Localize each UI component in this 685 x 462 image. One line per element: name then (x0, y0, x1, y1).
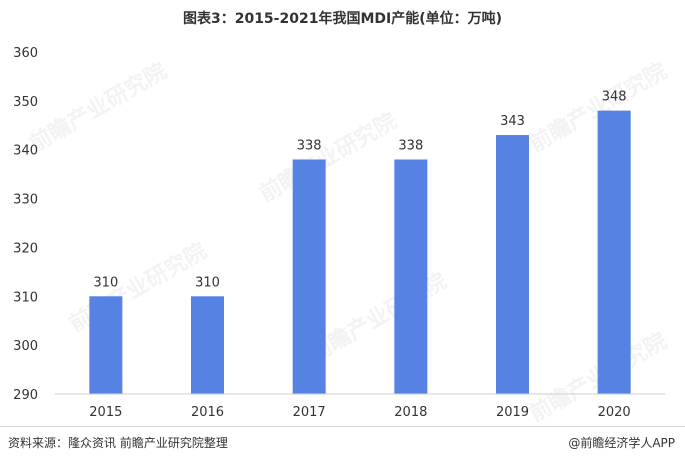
y-tick-label: 320 (13, 241, 38, 256)
bar-2020 (597, 110, 631, 394)
y-tick-label: 300 (13, 339, 38, 354)
bars: 310 310 338 338 343 348 (89, 90, 631, 395)
data-label-2017: 338 (297, 138, 322, 153)
data-label-2016: 310 (195, 275, 220, 290)
footer-divider (0, 426, 685, 427)
x-tick-label: 2015 (89, 405, 122, 420)
x-tick-label: 2020 (598, 405, 631, 420)
data-label-2018: 338 (398, 138, 423, 153)
data-label-2020: 348 (602, 90, 627, 105)
chart-title: 图表3：2015-2021年我国MDI产能(单位：万吨) (182, 11, 503, 27)
x-tick-label: 2016 (191, 405, 224, 420)
bar-2018 (394, 159, 428, 394)
bar-2015 (89, 296, 123, 394)
x-tick-label: 2017 (293, 405, 326, 420)
x-tick-label: 2018 (394, 405, 427, 420)
x-axis: 2015 2016 2017 2018 2019 2020 (55, 393, 665, 420)
bar-2017 (292, 159, 326, 394)
y-tick-label: 330 (13, 193, 38, 208)
bar-2019 (496, 135, 529, 395)
y-tick-label: 350 (13, 95, 38, 110)
x-tick-label: 2019 (496, 405, 529, 420)
bar-chart: 290 300 310 320 330 340 350 360 310 310 338 338 343… (13, 46, 665, 420)
brand-label: @前瞻经济学人APP (568, 436, 675, 450)
source-note: 资料来源：隆众资讯 前瞻产业研究院整理 (8, 436, 228, 450)
data-label-2015: 310 (93, 275, 118, 290)
y-tick-label: 360 (13, 46, 38, 61)
y-tick-label: 290 (13, 388, 38, 403)
y-tick-label: 340 (13, 144, 38, 159)
bar-2016 (191, 296, 224, 394)
y-axis: 290 300 310 320 330 340 350 360 (13, 46, 38, 403)
data-label-2019: 343 (500, 114, 525, 129)
y-tick-label: 310 (13, 290, 38, 305)
